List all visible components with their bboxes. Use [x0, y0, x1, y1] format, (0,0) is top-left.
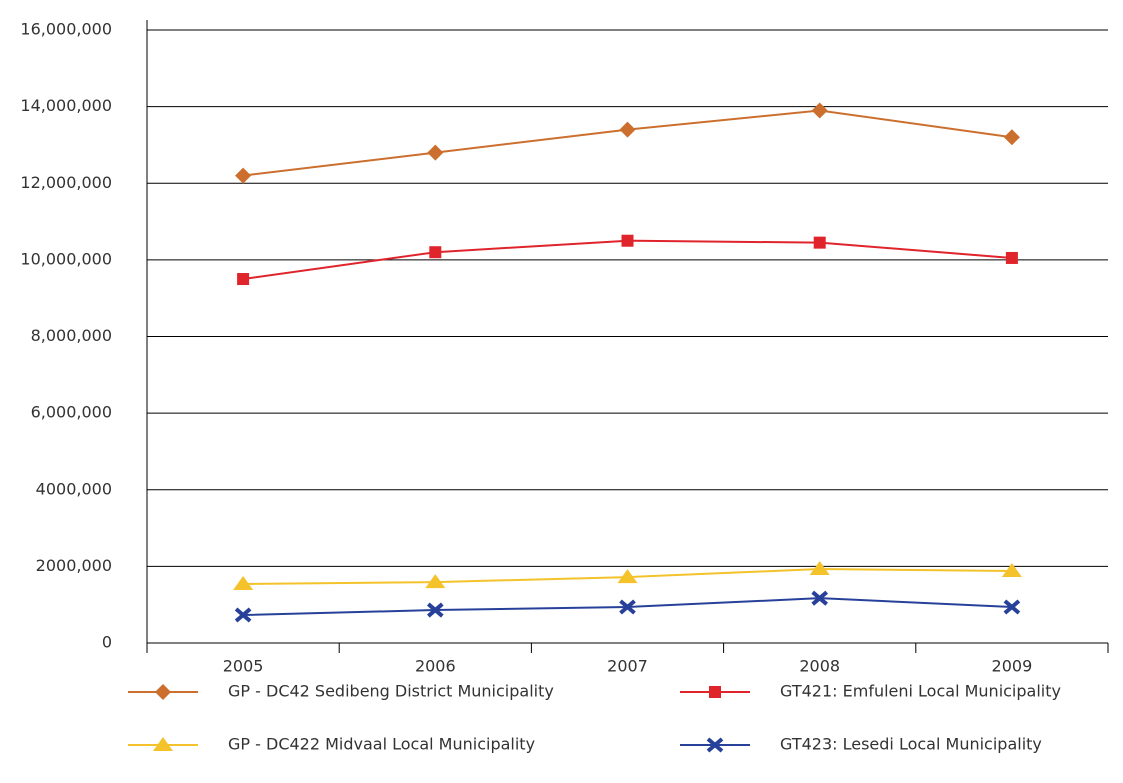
y-tick-label: 0: [102, 633, 112, 652]
data-point: [621, 234, 634, 247]
data-point: [425, 574, 446, 589]
data-point: [233, 575, 254, 590]
y-tick-label: 4000,000: [36, 479, 112, 498]
x-tick-label: 2006: [415, 657, 456, 676]
data-point: [426, 602, 444, 618]
legend-marker: [706, 737, 724, 753]
legend-label: GP - DC422 Midvaal Local Municipality: [228, 735, 535, 754]
data-point: [429, 246, 442, 259]
data-point: [235, 167, 252, 184]
legend-marker: [709, 686, 721, 698]
y-tick-label: 16,000,000: [20, 20, 112, 39]
y-tick-label: 8,000,000: [31, 326, 112, 345]
data-point: [1005, 251, 1018, 264]
series-line: [242, 109, 1013, 177]
y-tick-label: 14,000,000: [20, 96, 112, 115]
data-point: [617, 569, 638, 584]
x-tick-label: 2009: [992, 657, 1033, 676]
x-tick-label: 2005: [223, 657, 264, 676]
y-tick-label: 12,000,000: [20, 173, 112, 192]
data-point: [811, 102, 828, 119]
data-point: [619, 599, 636, 615]
y-tick-label: 10,000,000: [20, 249, 112, 268]
data-point: [237, 273, 250, 286]
y-tick-label: 6,000,000: [31, 403, 112, 422]
legend-marker: [155, 684, 171, 700]
data-point: [811, 590, 829, 606]
data-point: [1001, 562, 1022, 577]
data-point: [427, 144, 444, 161]
data-point: [813, 236, 826, 249]
legend-marker: [153, 737, 173, 751]
data-point: [1003, 599, 1021, 615]
y-tick-label: 2000,000: [36, 556, 112, 575]
data-point: [809, 561, 830, 576]
x-tick-label: 2008: [799, 657, 840, 676]
legend-label: GT421: Emfuleni Local Municipality: [780, 682, 1061, 701]
legend-label: GT423: Lesedi Local Municipality: [780, 735, 1042, 754]
data-point: [1003, 129, 1020, 146]
x-tick-label: 2007: [607, 657, 648, 676]
data-point: [619, 121, 636, 138]
data-point: [234, 607, 252, 623]
legend-label: GP - DC42 Sedibeng District Municipality: [228, 682, 554, 701]
